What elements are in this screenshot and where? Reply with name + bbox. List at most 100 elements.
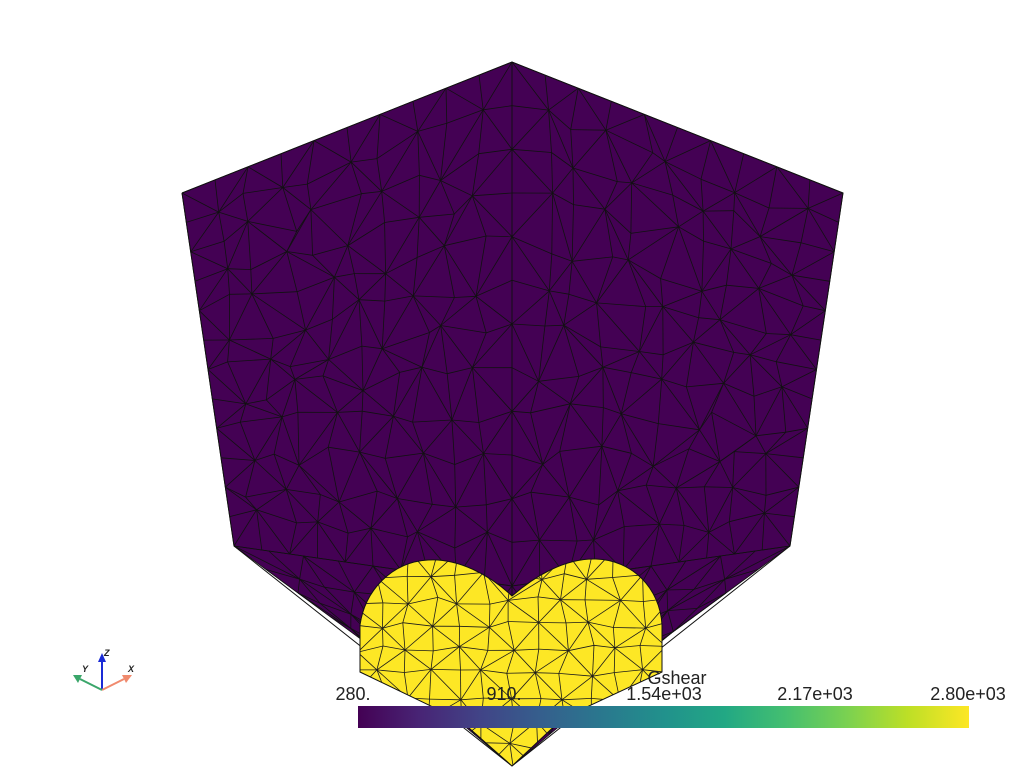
mesh-edge	[381, 191, 420, 218]
heart-mesh-edge	[639, 627, 647, 646]
mesh-edge	[240, 416, 283, 423]
mesh-edge	[617, 465, 654, 492]
mesh-edge	[471, 195, 487, 237]
heart-mesh-edge	[360, 645, 384, 653]
heart-mesh-edge	[508, 621, 539, 623]
heart-mesh-edge	[587, 744, 617, 749]
heart-mesh-edge	[459, 625, 490, 628]
mesh-edge	[370, 527, 402, 571]
mesh-edge	[699, 412, 712, 431]
mesh-edge	[719, 319, 767, 334]
mesh-edge	[790, 305, 804, 335]
mesh-edge	[662, 306, 694, 343]
mesh-edge	[700, 140, 711, 180]
mesh-edge	[270, 338, 274, 360]
mesh-edge	[299, 555, 304, 580]
mesh-edge	[568, 445, 603, 498]
mesh-edge	[596, 256, 614, 304]
mesh-edge	[544, 290, 550, 327]
mesh-edge	[631, 372, 662, 380]
mesh-edge	[729, 512, 765, 523]
mesh-edge	[296, 276, 335, 293]
mesh-edge	[338, 501, 349, 534]
mesh-edge	[627, 233, 632, 260]
mesh-edge	[605, 101, 612, 131]
mesh-edge	[347, 245, 355, 274]
mesh-edge	[454, 195, 473, 215]
mesh-edge	[384, 273, 386, 302]
mesh-edge	[764, 486, 800, 514]
mesh-edge	[765, 453, 800, 488]
mesh-edge	[530, 492, 540, 541]
mesh-edge	[247, 221, 252, 270]
mesh-edge	[353, 565, 374, 593]
mesh-edge	[412, 419, 452, 423]
mesh-edge	[286, 489, 321, 495]
mesh-edge	[766, 333, 791, 336]
mesh-edge	[511, 290, 550, 325]
mesh-edge	[306, 184, 312, 210]
heart-mesh-edge	[437, 597, 457, 605]
mesh-edge	[306, 140, 315, 185]
mesh-edge	[650, 524, 660, 567]
mesh-edge	[734, 192, 761, 237]
heart-mesh-edge	[645, 627, 662, 647]
mesh-edge	[412, 367, 423, 423]
mesh-edge	[242, 166, 249, 194]
mesh-edge	[446, 109, 484, 124]
mesh-edge	[218, 212, 225, 242]
heart-mesh-edge	[506, 650, 515, 674]
mesh-edge	[724, 579, 727, 594]
mesh-edge	[600, 346, 640, 352]
mesh-edge	[620, 413, 654, 467]
mesh-edge	[487, 531, 513, 543]
mesh-edge	[539, 496, 570, 541]
mesh-edge	[720, 555, 726, 580]
mesh-edge	[370, 498, 398, 529]
mesh-edge	[568, 261, 573, 295]
mesh-edge	[294, 375, 324, 380]
heart-mesh-edge	[430, 576, 457, 605]
mesh-edge	[664, 140, 711, 162]
mesh-edge	[573, 204, 605, 210]
mesh-edge	[542, 464, 570, 498]
mesh-edge	[723, 352, 735, 384]
mesh-edge	[697, 592, 727, 609]
mesh-edge	[227, 221, 249, 269]
mesh-edge	[440, 180, 473, 197]
mesh-edge	[764, 512, 791, 547]
mesh-edge	[328, 359, 364, 391]
mesh-edge	[440, 325, 487, 334]
mesh-edge	[624, 523, 660, 527]
heart-mesh-edge	[456, 741, 481, 744]
mesh-edge	[568, 496, 594, 541]
mesh-edge	[245, 460, 256, 498]
mesh-edge	[218, 166, 249, 213]
heart-mesh-edge	[432, 597, 439, 627]
mesh-edge	[678, 210, 704, 228]
mesh-edge	[758, 288, 791, 335]
orientation-axes-widget[interactable]: Z X Y	[73, 648, 135, 691]
mesh-edge	[266, 379, 296, 401]
mesh-edge	[617, 484, 647, 492]
mesh-edge	[475, 295, 513, 325]
mesh-edge	[483, 105, 513, 111]
mesh-edge	[305, 329, 329, 360]
mesh-edge	[486, 498, 513, 506]
mesh-edge	[299, 578, 321, 604]
mesh-edge	[699, 383, 724, 430]
heart-mesh-edge	[614, 669, 643, 673]
heart-mesh-edge	[638, 742, 644, 766]
heart-mesh-edge	[561, 675, 593, 701]
heart-mesh-edge	[614, 645, 641, 649]
heart-mesh-edge	[586, 577, 613, 580]
mesh-edge	[710, 140, 736, 193]
mesh-edge	[693, 319, 721, 343]
mesh-edge	[245, 399, 267, 405]
mesh-edge	[686, 386, 700, 430]
mesh-edge	[273, 329, 306, 339]
heart-mesh-edge	[568, 621, 589, 651]
mesh-edge	[530, 403, 571, 414]
mesh-edge	[347, 193, 362, 246]
